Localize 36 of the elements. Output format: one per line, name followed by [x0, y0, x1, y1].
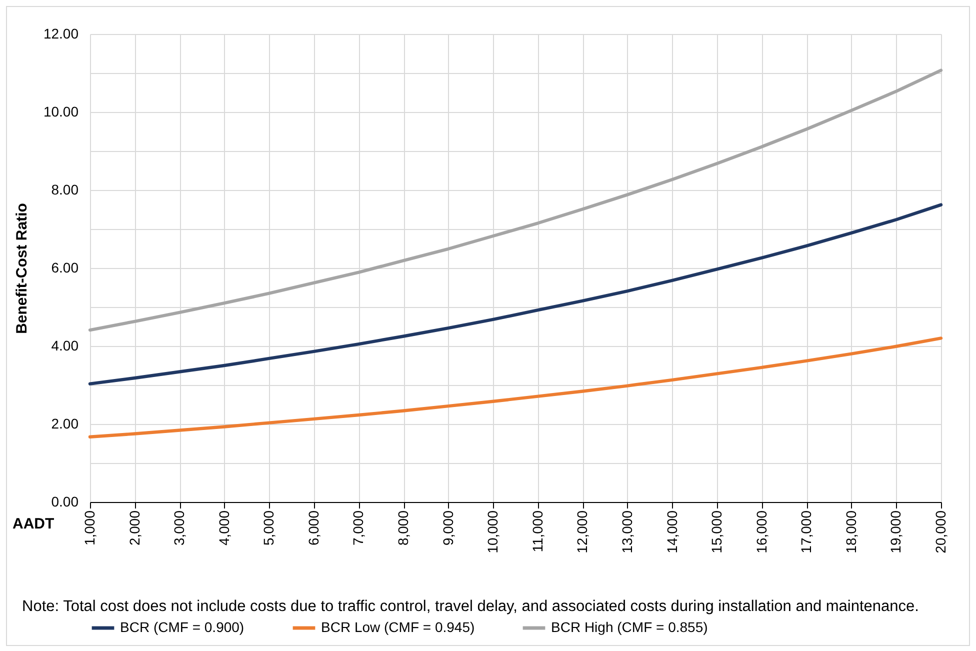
x-tick-label: 13,000	[618, 510, 635, 554]
y-tick-label: 8.00	[51, 182, 79, 198]
x-tick-label: 12,000	[574, 510, 590, 554]
x-tick-label: 10,000	[484, 510, 501, 554]
x-tick-label: 20,000	[932, 510, 948, 554]
x-tick-label: 17,000	[798, 510, 814, 554]
legend-label: BCR High (CMF = 0.855)	[551, 619, 708, 635]
x-tick-label: 11,000	[529, 510, 546, 552]
y-tick-label: 6.00	[51, 260, 79, 276]
x-tick-label: 9,000	[440, 510, 456, 546]
y-tick-label: 10.00	[43, 104, 79, 120]
legend-label: BCR (CMF = 0.900)	[120, 619, 244, 635]
x-tick-label: 2,000	[126, 510, 142, 546]
x-axis-title: AADT	[12, 516, 54, 532]
line-series	[88, 203, 943, 386]
x-tick-label: 5,000	[260, 510, 277, 546]
text: Note: Total cost does not include costs due to traffic control, travel delay, and associated costs during installation and maintenance.	[22, 597, 920, 617]
x-tick-label: 3,000	[171, 510, 188, 546]
line-series	[88, 68, 943, 332]
x-tick-label: 7,000	[350, 510, 366, 546]
x-tick-label: 6,000	[305, 510, 322, 546]
line-series	[88, 336, 943, 438]
x-tick-label: 15,000	[708, 510, 725, 554]
y-tick-label: 12.00	[43, 26, 79, 42]
x-tick-label: 8,000	[395, 510, 412, 546]
legend-label: BCR Low (CMF = 0.945)	[321, 619, 475, 635]
y-tick-label: 0.00	[51, 494, 79, 510]
x-tick-label: 18,000	[842, 510, 859, 554]
y-tick-label: 4.00	[51, 338, 79, 354]
y-axis-title: Benefit-Cost Ratio	[13, 203, 30, 334]
x-tick-label: 16,000	[753, 510, 770, 554]
x-tick-label: 1,000	[82, 510, 98, 546]
y-tick-label: 2.00	[51, 416, 79, 432]
x-tick-label: 4,000	[216, 510, 232, 546]
x-tick-label: 19,000	[888, 510, 904, 554]
x-tick-label: 14,000	[664, 510, 680, 554]
